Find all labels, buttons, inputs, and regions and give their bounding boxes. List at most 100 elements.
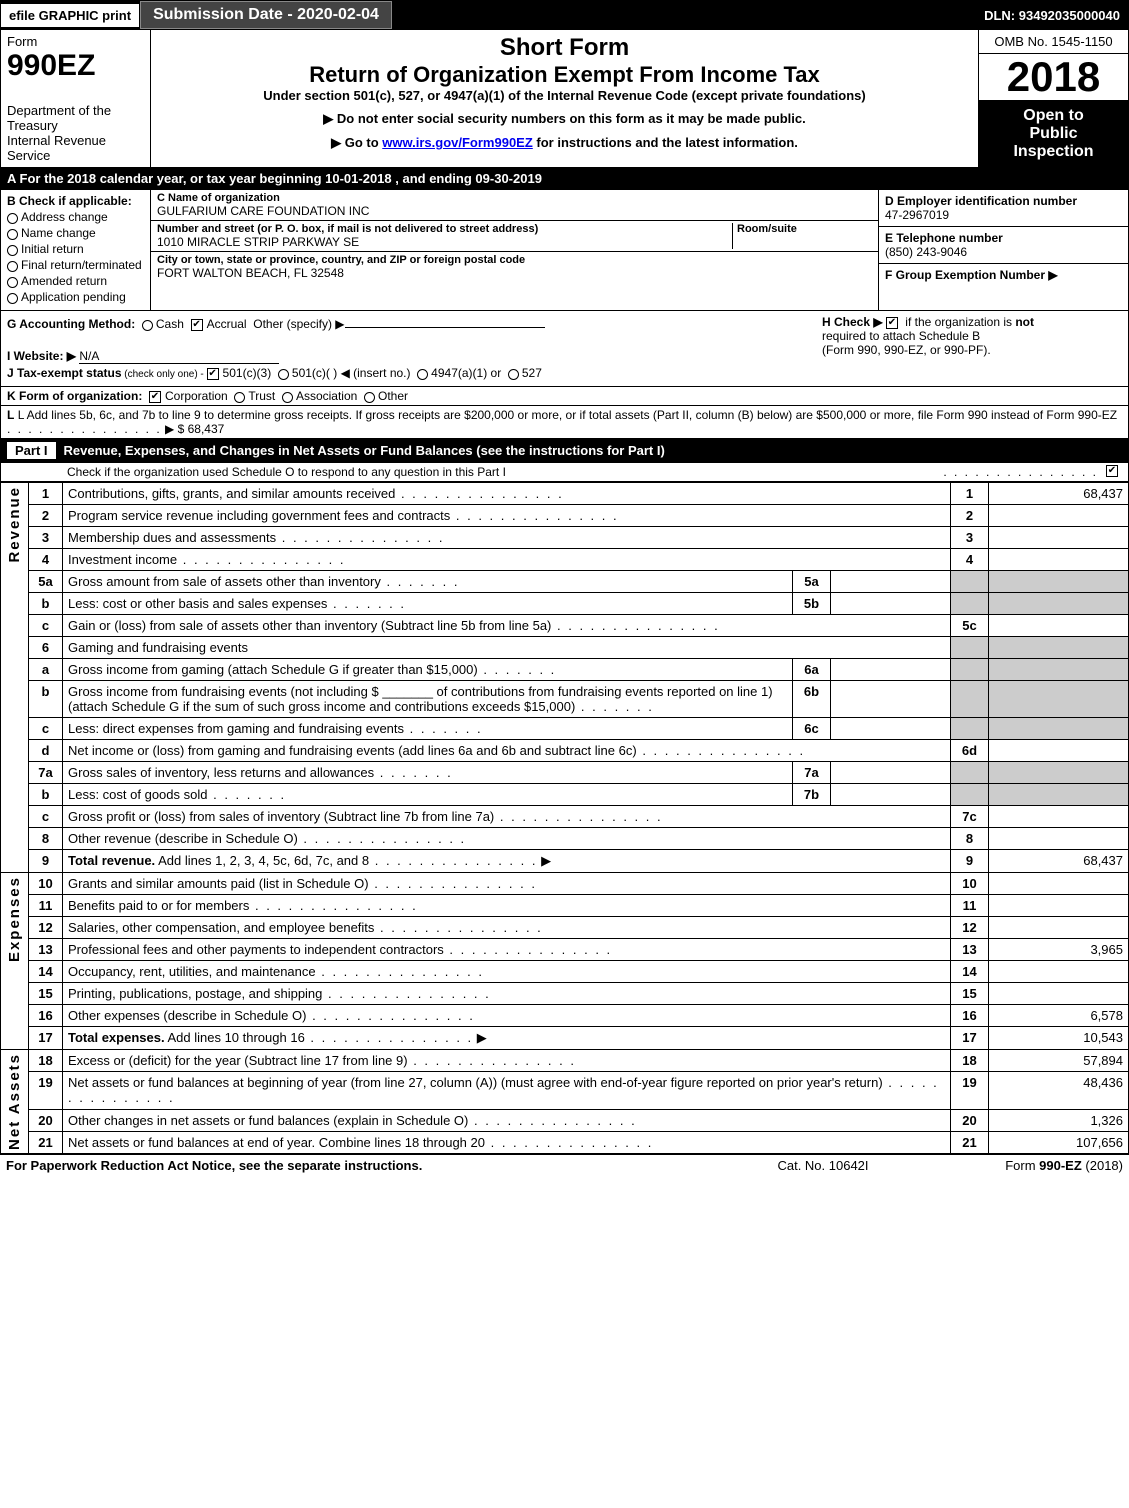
room-label: Room/suite bbox=[737, 223, 872, 235]
table-row: cLess: direct expenses from gaming and f… bbox=[1, 718, 1129, 740]
line-amount: 6,578 bbox=[989, 1005, 1129, 1027]
ssn-warning: ▶ Do not enter social security numbers o… bbox=[159, 111, 970, 127]
sub-value bbox=[831, 762, 951, 784]
dots bbox=[316, 964, 484, 979]
line-description: Other revenue (describe in Schedule O) bbox=[63, 828, 951, 850]
chk-application-pending[interactable]: Application pending bbox=[7, 290, 144, 304]
footer-right-pre: Form bbox=[1005, 1158, 1039, 1173]
line-ref: 2 bbox=[951, 505, 989, 527]
line-ref: 11 bbox=[951, 895, 989, 917]
j-label: J Tax-exempt status bbox=[7, 366, 122, 380]
part1-title: Revenue, Expenses, and Changes in Net As… bbox=[64, 443, 1122, 458]
table-row: 6Gaming and fundraising events bbox=[1, 637, 1129, 659]
k-assoc: Association bbox=[296, 389, 357, 403]
k-trust-radio[interactable] bbox=[234, 392, 245, 403]
table-row: 19Net assets or fund balances at beginni… bbox=[1, 1072, 1129, 1109]
chk-final-return[interactable]: Final return/terminated bbox=[7, 258, 144, 272]
line-number: c bbox=[29, 806, 63, 828]
dots bbox=[468, 1113, 636, 1128]
h-not: not bbox=[1015, 315, 1034, 329]
top-bar: efile GRAPHIC print Submission Date - 20… bbox=[0, 0, 1129, 30]
j-4947: 4947(a)(1) or bbox=[431, 366, 501, 380]
dots bbox=[306, 1008, 474, 1023]
table-row: dNet income or (loss) from gaming and fu… bbox=[1, 740, 1129, 762]
line-description: Printing, publications, postage, and shi… bbox=[63, 983, 951, 1005]
sub-ref: 5b bbox=[793, 593, 831, 615]
line-ref: 21 bbox=[951, 1131, 989, 1153]
lines-table: Revenue1Contributions, gifts, grants, an… bbox=[0, 482, 1129, 1154]
table-row: 15Printing, publications, postage, and s… bbox=[1, 983, 1129, 1005]
dots bbox=[322, 986, 490, 1001]
line-number: 15 bbox=[29, 983, 63, 1005]
line-amount bbox=[989, 961, 1129, 983]
chk-initial-return[interactable]: Initial return bbox=[7, 242, 144, 256]
section-h: H Check ▶ if the organization is not req… bbox=[822, 315, 1122, 357]
g-cash-radio[interactable] bbox=[142, 320, 153, 331]
line-amount: 107,656 bbox=[989, 1131, 1129, 1153]
line-ref: 16 bbox=[951, 1005, 989, 1027]
chk-name-change[interactable]: Name change bbox=[7, 226, 144, 240]
irs-link[interactable]: www.irs.gov/Form990EZ bbox=[382, 135, 533, 150]
line-number: 1 bbox=[29, 483, 63, 505]
line-description: Gross profit or (loss) from sales of inv… bbox=[63, 806, 951, 828]
line-description: Net income or (loss) from gaming and fun… bbox=[63, 740, 951, 762]
section-label-text: Net Assets bbox=[6, 1053, 23, 1150]
form-subtitle: Under section 501(c), 527, or 4947(a)(1)… bbox=[159, 88, 970, 103]
g-other-input[interactable] bbox=[345, 327, 545, 328]
sub-value bbox=[831, 593, 951, 615]
line-description: Gross amount from sale of assets other t… bbox=[63, 571, 793, 593]
k-corp-check[interactable] bbox=[149, 391, 161, 403]
line-ref: 10 bbox=[951, 873, 989, 895]
chk-amended-return[interactable]: Amended return bbox=[7, 274, 144, 288]
sub-ref: 7a bbox=[793, 762, 831, 784]
line-number: 3 bbox=[29, 527, 63, 549]
j-501c3-check[interactable] bbox=[207, 368, 219, 380]
section-label: Expenses bbox=[1, 873, 29, 1050]
part1-schedule-o-check[interactable] bbox=[1106, 465, 1118, 477]
line-amount: 68,437 bbox=[989, 850, 1129, 873]
table-row: 14Occupancy, rent, utilities, and mainte… bbox=[1, 961, 1129, 983]
ein-label: D Employer identification number bbox=[885, 194, 1122, 208]
chk-address-change[interactable]: Address change bbox=[7, 210, 144, 224]
inspect-3: Inspection bbox=[983, 143, 1124, 161]
k-assoc-radio[interactable] bbox=[282, 392, 293, 403]
line-number: a bbox=[29, 659, 63, 681]
table-row: 20Other changes in net assets or fund ba… bbox=[1, 1109, 1129, 1131]
table-row: Expenses10Grants and similar amounts pai… bbox=[1, 873, 1129, 895]
j-4947-radio[interactable] bbox=[417, 369, 428, 380]
line-description: Other expenses (describe in Schedule O) bbox=[63, 1005, 951, 1027]
g-accrual: Accrual bbox=[207, 317, 247, 331]
k-label: K Form of organization: bbox=[7, 389, 142, 403]
line-number: 8 bbox=[29, 828, 63, 850]
table-row: bGross income from fundraising events (n… bbox=[1, 681, 1129, 718]
submission-date: Submission Date - 2020-02-04 bbox=[140, 1, 392, 29]
line-number: 4 bbox=[29, 549, 63, 571]
g-accrual-check[interactable] bbox=[191, 319, 203, 331]
dots bbox=[305, 1030, 473, 1045]
sub-value bbox=[831, 659, 951, 681]
line-description: Professional fees and other payments to … bbox=[63, 939, 951, 961]
line-amount bbox=[989, 527, 1129, 549]
dots bbox=[374, 765, 453, 780]
j-527-radio[interactable] bbox=[508, 369, 519, 380]
dots bbox=[276, 530, 444, 545]
section-label: Net Assets bbox=[1, 1050, 29, 1154]
k-other-radio[interactable] bbox=[364, 392, 375, 403]
goto-post: for instructions and the latest informat… bbox=[533, 135, 798, 150]
line-number: 7a bbox=[29, 762, 63, 784]
sub-value bbox=[831, 784, 951, 806]
amt-shaded bbox=[989, 571, 1129, 593]
line-number: 9 bbox=[29, 850, 63, 873]
section-label-text: Expenses bbox=[6, 876, 23, 962]
page-footer: For Paperwork Reduction Act Notice, see … bbox=[0, 1154, 1129, 1176]
line-ref: 14 bbox=[951, 961, 989, 983]
sub-ref: 6b bbox=[793, 681, 831, 718]
h-checkbox[interactable] bbox=[886, 317, 898, 329]
line-number: b bbox=[29, 784, 63, 806]
section-b: B Check if applicable: Address change Na… bbox=[1, 190, 151, 310]
j-501c-radio[interactable] bbox=[278, 369, 289, 380]
tax-period: A For the 2018 calendar year, or tax yea… bbox=[0, 168, 1129, 190]
table-row: cGross profit or (loss) from sales of in… bbox=[1, 806, 1129, 828]
efile-print-label[interactable]: efile GRAPHIC print bbox=[1, 4, 140, 27]
g-other: Other (specify) ▶ bbox=[253, 317, 344, 331]
